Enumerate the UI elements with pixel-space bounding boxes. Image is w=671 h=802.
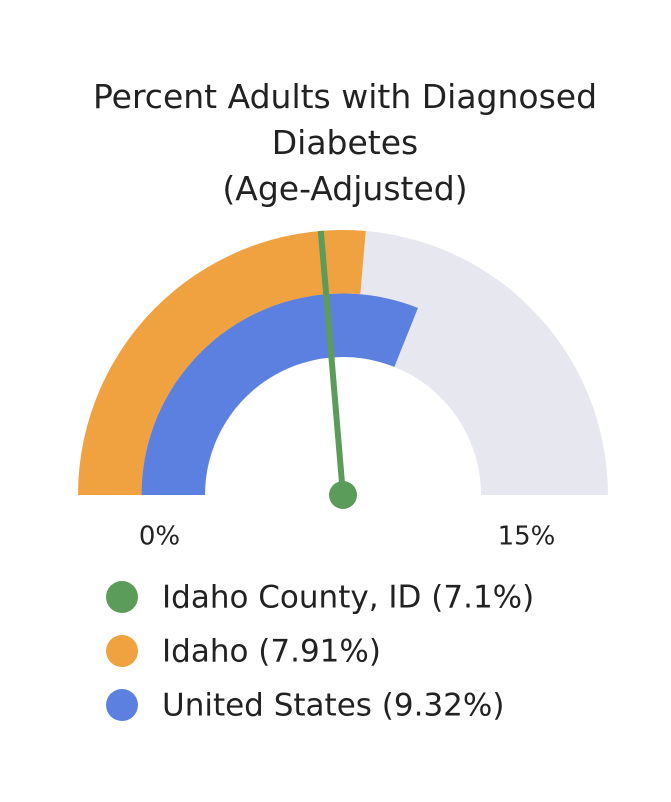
gauge-band [141, 293, 418, 495]
legend-label: United States (9.32%) [162, 688, 504, 724]
chart-title-block: Percent Adults with Diagnosed Diabetes (… [55, 74, 635, 212]
chart-subtitle: (Age-Adjusted) [222, 169, 468, 208]
tick-label: 0% [139, 522, 180, 552]
legend-marker [106, 689, 138, 721]
chart-title: Percent Adults with Diagnosed Diabetes [92, 77, 598, 162]
legend-label: Idaho (7.91%) [162, 634, 381, 670]
gauge-band [78, 230, 366, 495]
gauge-needle [317, 230, 346, 496]
legend-marker [106, 635, 138, 667]
legend-label: Idaho County, ID (7.1%) [162, 580, 534, 616]
tick-label: 15% [498, 522, 556, 552]
needle-hub [329, 481, 357, 509]
legend-marker [106, 581, 138, 613]
